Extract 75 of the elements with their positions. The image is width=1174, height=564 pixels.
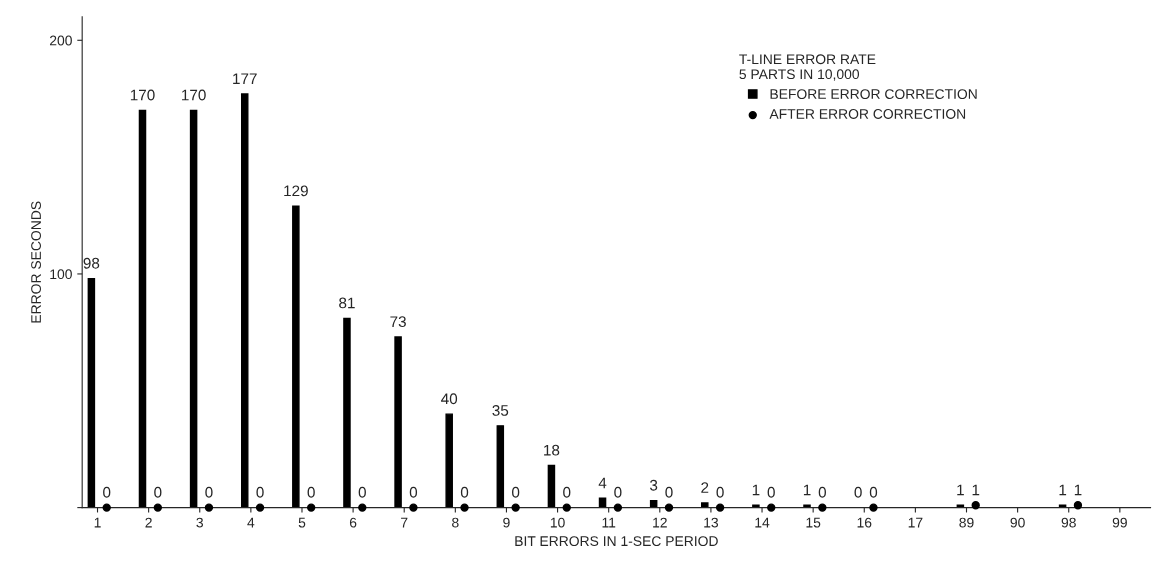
- x-tick-label: 14: [755, 517, 770, 528]
- data-label: 0: [358, 486, 366, 498]
- data-label: 0: [767, 486, 775, 498]
- x-tick-label: 1: [94, 517, 101, 528]
- data-label: 2: [701, 482, 709, 493]
- data-label: 0: [409, 486, 418, 498]
- data-label: 98: [83, 257, 100, 269]
- data-label: 0: [103, 486, 111, 498]
- data-label: 73: [390, 316, 406, 328]
- bar: [394, 336, 402, 508]
- x-tick-label: 12: [653, 517, 667, 528]
- data-label: 1: [1059, 484, 1067, 496]
- data-label: 0: [854, 486, 862, 498]
- data-label: 40: [441, 393, 458, 405]
- x-tick-label: 98: [1061, 517, 1076, 528]
- legend-label: BEFORE ERROR CORRECTION: [770, 89, 977, 100]
- data-label: 129: [284, 185, 308, 197]
- x-tick-label: 90: [1010, 517, 1025, 528]
- data-label: 170: [182, 89, 206, 101]
- data-label: 0: [307, 486, 315, 498]
- x-tick-label: 16: [857, 517, 872, 528]
- data-label: 0: [205, 486, 213, 498]
- data-label: 81: [339, 297, 355, 309]
- data-label: 177: [233, 73, 257, 84]
- data-label: 4: [598, 477, 607, 489]
- bar: [701, 502, 709, 508]
- data-label: 0: [460, 486, 469, 498]
- data-label: 18: [544, 444, 560, 456]
- x-tick-label: 6: [349, 517, 357, 528]
- x-axis-title: BIT ERRORS IN 1-SEC PERIOD: [515, 536, 718, 547]
- bar: [496, 425, 505, 508]
- data-label: 0: [154, 486, 162, 498]
- x-tick-label: 17: [908, 517, 923, 528]
- data-label: 0: [512, 486, 520, 498]
- data-label: 0: [665, 486, 673, 498]
- x-tick-label: 10: [550, 517, 565, 528]
- data-label: 0: [818, 486, 826, 498]
- legend-title: T-LINE ERROR RATE 5 PARTS IN 10,000: [739, 54, 876, 81]
- bar: [189, 109, 198, 508]
- x-tick-label: 3: [196, 517, 203, 528]
- data-label: 0: [614, 486, 622, 498]
- data-label: 35: [492, 405, 509, 416]
- bar: [87, 277, 96, 508]
- legend-label: AFTER ERROR CORRECTION: [769, 109, 966, 119]
- bar: [343, 317, 351, 508]
- data-label: 0: [716, 486, 724, 498]
- bar: [240, 93, 249, 508]
- data-label: 1: [957, 484, 964, 496]
- bar: [292, 205, 300, 508]
- x-tick-label: 15: [806, 517, 821, 528]
- x-tick-label: 2: [145, 517, 152, 528]
- x-tick-label: 7: [401, 517, 408, 528]
- data-label: 0: [563, 486, 571, 498]
- data-label: 1: [803, 484, 811, 496]
- data-label: 1: [752, 484, 760, 496]
- x-tick-label: 89: [959, 517, 974, 528]
- x-tick-label: 5: [298, 517, 306, 528]
- y-tick-label: 100: [50, 269, 72, 280]
- bar: [138, 109, 147, 508]
- data-label: 0: [869, 486, 878, 498]
- bar: [547, 464, 556, 508]
- x-tick-label: 4: [247, 517, 255, 528]
- data-label: 3: [650, 479, 658, 491]
- data-label: 1: [1074, 484, 1082, 496]
- x-tick-label: 11: [602, 517, 616, 528]
- data-label: 170: [130, 89, 155, 101]
- data-label: 1: [972, 484, 980, 496]
- y-tick-label: 200: [49, 35, 72, 46]
- x-tick-label: 9: [503, 517, 510, 528]
- x-tick-label: 99: [1112, 517, 1127, 528]
- x-tick-label: 13: [704, 517, 719, 528]
- y-axis-title: ERROR SECONDS: [31, 201, 41, 323]
- data-label: 0: [256, 486, 264, 498]
- x-tick-label: 8: [452, 517, 459, 528]
- bar: [445, 413, 453, 508]
